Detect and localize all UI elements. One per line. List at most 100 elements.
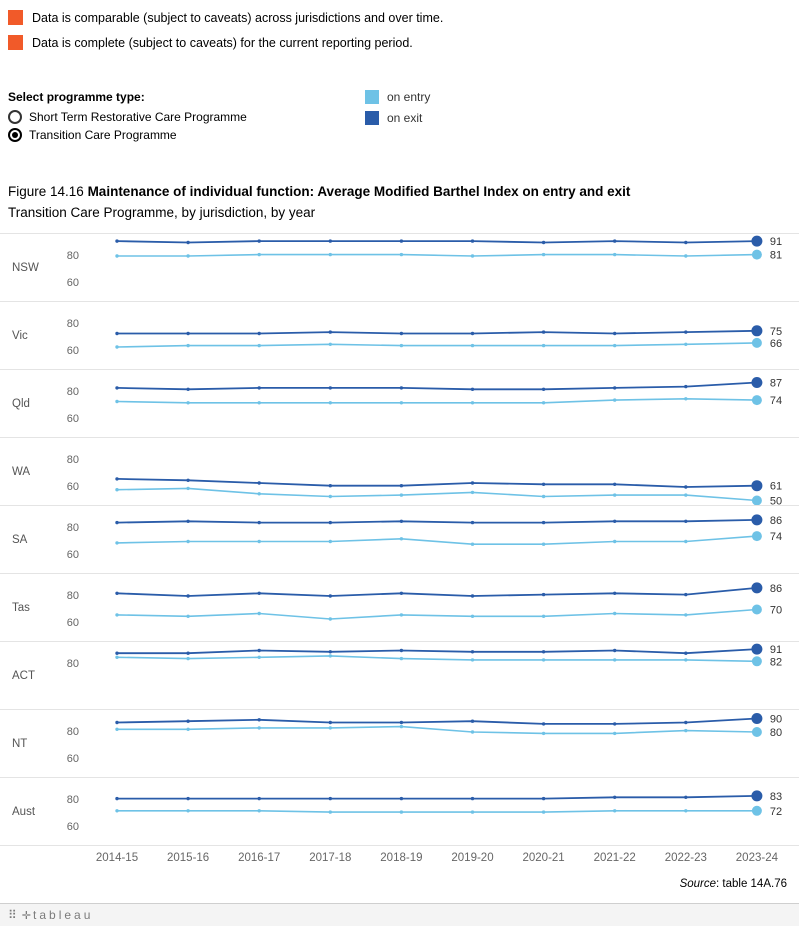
point-marker[interactable] (613, 809, 617, 813)
point-marker[interactable] (541, 401, 546, 405)
radio-short-term-restorative-care[interactable]: Short Term Restorative Care Programme (8, 110, 247, 124)
point-marker[interactable] (115, 254, 119, 258)
on-entry-line[interactable] (116, 608, 757, 620)
point-marker[interactable] (470, 401, 475, 405)
point-marker[interactable] (541, 520, 546, 525)
point-marker[interactable] (470, 520, 475, 525)
point-marker[interactable] (470, 254, 475, 258)
point-marker[interactable] (470, 331, 475, 336)
point-marker[interactable] (470, 387, 475, 391)
point-marker[interactable] (541, 614, 546, 618)
point-marker[interactable] (115, 809, 119, 813)
on-exit-end-dot[interactable] (751, 582, 763, 594)
point-marker[interactable] (399, 648, 404, 653)
radio-option-label[interactable]: Transition Care Programme (29, 128, 177, 142)
point-marker[interactable] (684, 720, 688, 725)
point-marker[interactable] (186, 387, 190, 391)
point-marker[interactable] (115, 655, 119, 659)
point-marker[interactable] (257, 809, 261, 813)
point-marker[interactable] (328, 239, 332, 243)
point-marker[interactable] (399, 493, 404, 497)
on-entry-line[interactable] (116, 397, 757, 404)
point-marker[interactable] (399, 591, 404, 595)
on-exit-line[interactable] (116, 478, 757, 488)
point-marker[interactable] (470, 614, 475, 618)
point-marker[interactable] (328, 520, 332, 525)
point-marker[interactable] (684, 254, 688, 258)
on-entry-end-dot[interactable] (751, 249, 762, 260)
point-marker[interactable] (257, 492, 261, 496)
point-marker[interactable] (257, 343, 261, 348)
point-marker[interactable] (115, 488, 119, 492)
point-marker[interactable] (257, 252, 261, 257)
point-marker[interactable] (613, 658, 617, 662)
point-marker[interactable] (613, 493, 617, 497)
point-marker[interactable] (470, 594, 475, 598)
radio-option-label[interactable]: Short Term Restorative Care Programme (29, 110, 247, 124)
point-marker[interactable] (328, 654, 332, 658)
on-entry-end-dot[interactable] (751, 495, 762, 506)
point-marker[interactable] (257, 539, 261, 544)
point-marker[interactable] (115, 796, 119, 801)
point-marker[interactable] (328, 494, 332, 499)
point-marker[interactable] (684, 493, 688, 497)
point-marker[interactable] (115, 399, 119, 404)
point-marker[interactable] (541, 240, 546, 245)
point-marker[interactable] (541, 542, 546, 546)
on-exit-end-dot[interactable] (751, 643, 763, 655)
point-marker[interactable] (399, 519, 404, 523)
point-marker[interactable] (186, 343, 190, 348)
point-marker[interactable] (684, 330, 688, 334)
point-marker[interactable] (541, 482, 546, 486)
point-marker[interactable] (328, 650, 332, 654)
point-marker[interactable] (399, 724, 404, 729)
point-marker[interactable] (257, 520, 261, 525)
point-marker[interactable] (328, 484, 332, 488)
point-marker[interactable] (115, 720, 119, 725)
point-marker[interactable] (186, 809, 190, 813)
on-entry-end-dot[interactable] (751, 604, 762, 615)
point-marker[interactable] (328, 617, 332, 621)
point-marker[interactable] (186, 486, 190, 491)
point-marker[interactable] (470, 810, 475, 814)
point-marker[interactable] (613, 731, 617, 736)
point-marker[interactable] (684, 519, 688, 523)
on-entry-end-dot[interactable] (751, 805, 762, 816)
point-marker[interactable] (186, 240, 190, 245)
point-marker[interactable] (328, 726, 332, 730)
point-marker[interactable] (613, 795, 617, 799)
point-marker[interactable] (399, 252, 404, 257)
radio-transition-care[interactable]: Transition Care Programme (8, 128, 247, 142)
point-marker[interactable] (399, 656, 404, 661)
point-marker[interactable] (541, 252, 546, 257)
point-marker[interactable] (541, 731, 546, 736)
point-marker[interactable] (186, 331, 190, 336)
point-marker[interactable] (257, 591, 261, 595)
point-marker[interactable] (684, 539, 688, 544)
point-marker[interactable] (115, 727, 119, 731)
point-marker[interactable] (470, 796, 475, 801)
point-marker[interactable] (115, 239, 119, 243)
point-marker[interactable] (328, 386, 332, 390)
point-marker[interactable] (186, 401, 190, 405)
point-marker[interactable] (257, 331, 261, 336)
point-marker[interactable] (684, 342, 688, 346)
point-marker[interactable] (257, 718, 261, 722)
point-marker[interactable] (328, 810, 332, 814)
point-marker[interactable] (470, 490, 475, 495)
point-marker[interactable] (186, 656, 190, 661)
point-marker[interactable] (399, 613, 404, 617)
on-exit-end-dot[interactable] (751, 790, 763, 802)
point-marker[interactable] (186, 614, 190, 618)
point-marker[interactable] (684, 809, 688, 813)
point-marker[interactable] (328, 720, 332, 725)
point-marker[interactable] (186, 727, 190, 731)
on-exit-line[interactable] (116, 240, 757, 244)
point-marker[interactable] (257, 386, 261, 390)
point-marker[interactable] (684, 651, 688, 655)
point-marker[interactable] (257, 648, 261, 653)
point-marker[interactable] (399, 239, 404, 243)
point-marker[interactable] (186, 796, 190, 801)
point-marker[interactable] (186, 594, 190, 598)
point-marker[interactable] (613, 386, 617, 390)
